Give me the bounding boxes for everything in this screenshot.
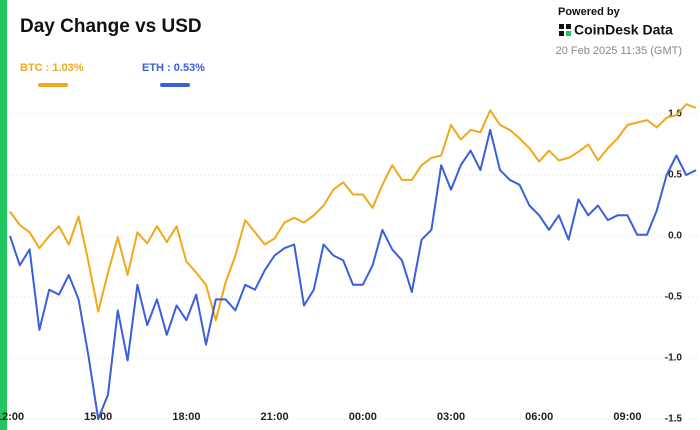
brand: CoinDesk Data [574, 22, 673, 38]
powered-by: Powered by [558, 6, 621, 18]
chart-title: Day Change vs USD [20, 16, 202, 37]
y-tick-label: -1.5 [665, 414, 683, 425]
x-tick-label: 18:00 [172, 411, 200, 423]
legend-label: ETH : 0.53% [142, 62, 205, 74]
x-tick-label: 12:00 [0, 411, 24, 423]
y-tick-label: -1.0 [665, 353, 683, 364]
legend-swatch [160, 83, 190, 87]
x-tick-label: 21:00 [261, 411, 289, 423]
y-tick-label: 0.0 [668, 231, 682, 242]
accent-bar [0, 0, 7, 430]
brand-logo [559, 24, 571, 36]
x-tick-label: 00:00 [349, 411, 377, 423]
x-tick-label: 03:00 [437, 411, 465, 423]
timestamp: 20 Feb 2025 11:35 (GMT) [556, 45, 682, 57]
y-tick-label: 1.0 [668, 109, 682, 120]
series-line [9, 128, 697, 420]
x-tick-label: 09:00 [613, 411, 641, 423]
y-tick-label: 0.5 [668, 170, 682, 181]
legend-label: BTC : 1.03% [20, 62, 84, 74]
x-tick-label: 06:00 [525, 411, 553, 423]
series-line [9, 103, 697, 322]
y-tick-label: -0.5 [665, 292, 683, 303]
legend-swatch [38, 83, 68, 87]
